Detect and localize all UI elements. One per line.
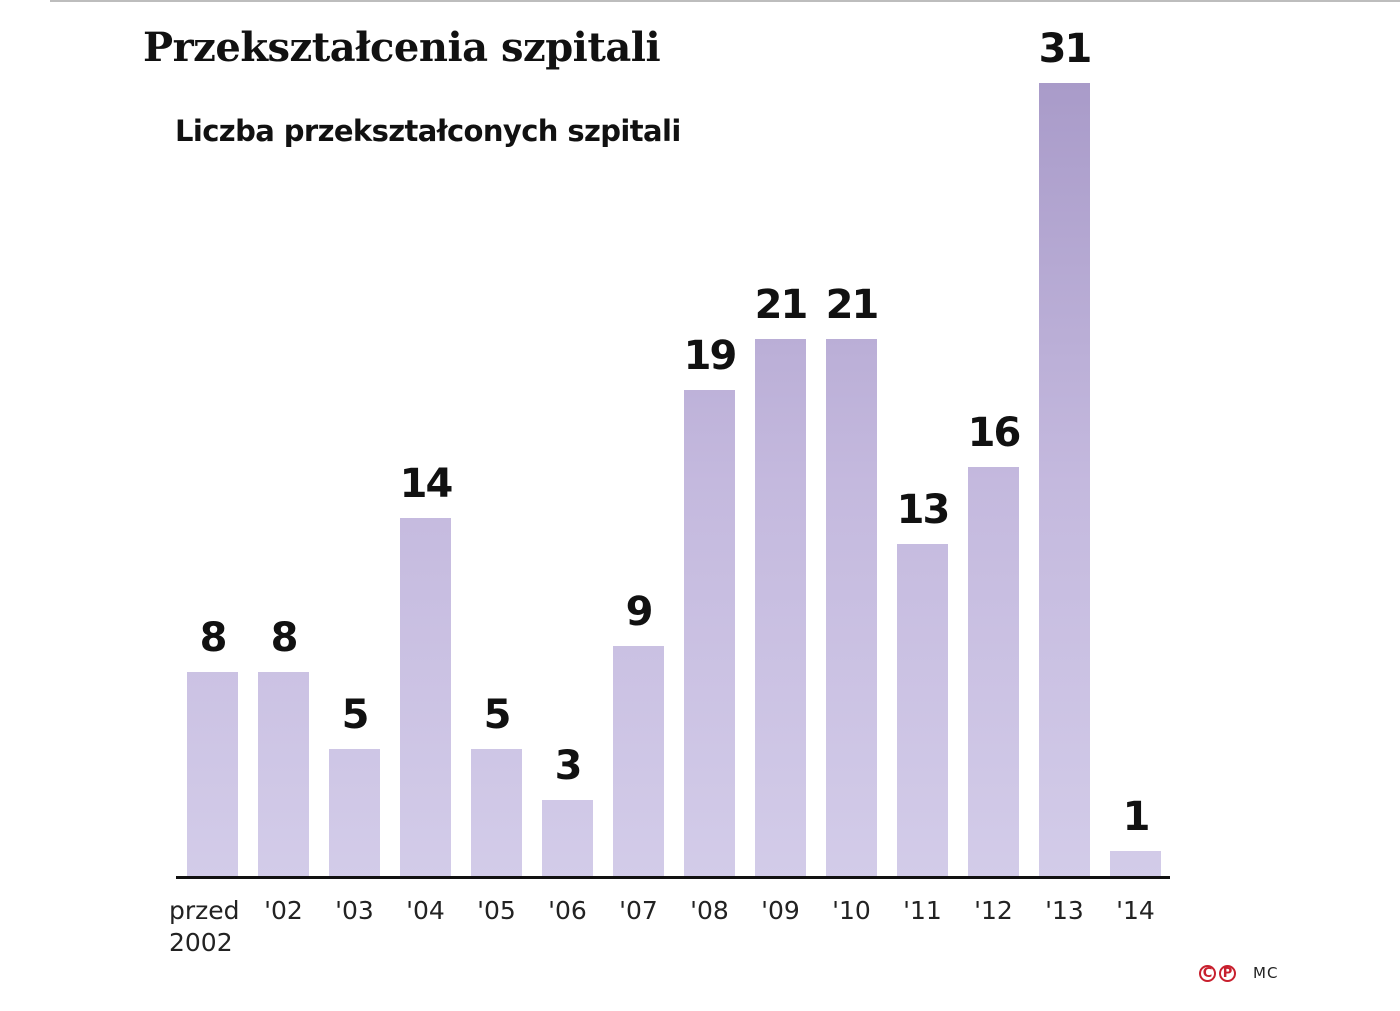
bar: [968, 467, 1019, 877]
x-tick-label-line: '05: [477, 896, 516, 925]
x-axis-line: [176, 876, 1170, 879]
bar: [329, 749, 380, 877]
x-tick-label-line: '06: [548, 896, 587, 925]
author-initials: MC: [1253, 964, 1279, 982]
x-tick-label-line: '02: [264, 896, 303, 925]
x-tick-label-line: '13: [1045, 896, 1084, 925]
copyright-icon: C: [1199, 964, 1216, 982]
bar-value-label: 8: [199, 615, 228, 661]
x-tick-label-line: '08: [690, 896, 729, 925]
x-tick-label-line: 2002: [169, 928, 233, 957]
bar: [1110, 851, 1161, 877]
x-tick-label-line: '10: [832, 896, 871, 925]
bar: [1039, 83, 1090, 877]
x-tick-label-line: '09: [761, 896, 800, 925]
bar-value-label: 16: [967, 410, 1022, 456]
bar-value-label: 21: [754, 282, 809, 328]
bar: [755, 339, 806, 877]
x-tick-label: '13: [1025, 895, 1105, 927]
credits: C P MC: [1199, 964, 1278, 982]
phonogram-icon: P: [1219, 964, 1236, 982]
bar: [826, 339, 877, 877]
bar: [897, 544, 948, 877]
x-tick-label-line: '07: [619, 896, 658, 925]
bar-value-label: 19: [683, 333, 738, 379]
bar-value-label: 8: [270, 615, 299, 661]
x-tick-label-line: przed: [169, 896, 240, 925]
chart-subtitle: Liczba przekształconych szpitali: [175, 114, 681, 148]
x-tick-label: '12: [954, 895, 1034, 927]
x-tick-label: '04: [386, 895, 466, 927]
x-tick-label: '14: [1096, 895, 1176, 927]
bar-value-label: 3: [554, 743, 583, 789]
x-tick-label-line: '12: [974, 896, 1013, 925]
x-tick-label: '02: [244, 895, 324, 927]
bar: [471, 749, 522, 877]
bar-value-label: 13: [896, 487, 951, 533]
bar-value-label: 31: [1038, 26, 1093, 72]
bar: [542, 800, 593, 877]
bar-value-label: 14: [399, 461, 454, 507]
x-tick-label: przed 2002: [169, 895, 249, 959]
x-tick-label: '05: [457, 895, 537, 927]
x-tick-label-line: '03: [335, 896, 374, 925]
top-divider: [50, 0, 1400, 2]
bar-value-label: 21: [825, 282, 880, 328]
bar-value-label: 9: [625, 589, 654, 635]
x-tick-label: '07: [599, 895, 679, 927]
x-tick-label: '03: [315, 895, 395, 927]
x-tick-label-line: '04: [406, 896, 445, 925]
x-tick-label: '09: [741, 895, 821, 927]
chart-title: Przekształcenia szpitali: [143, 24, 661, 71]
x-tick-label-line: '11: [903, 896, 942, 925]
bar: [684, 390, 735, 877]
x-tick-label: '11: [883, 895, 963, 927]
bar-value-label: 1: [1122, 794, 1151, 840]
bar: [258, 672, 309, 877]
x-tick-label: '10: [812, 895, 892, 927]
bar: [400, 518, 451, 877]
bar-value-label: 5: [341, 692, 370, 738]
x-tick-label-line: '14: [1116, 896, 1155, 925]
bar: [187, 672, 238, 877]
x-tick-label: '08: [670, 895, 750, 927]
bar-value-label: 5: [483, 692, 512, 738]
bar: [613, 646, 664, 877]
x-tick-label: '06: [528, 895, 608, 927]
